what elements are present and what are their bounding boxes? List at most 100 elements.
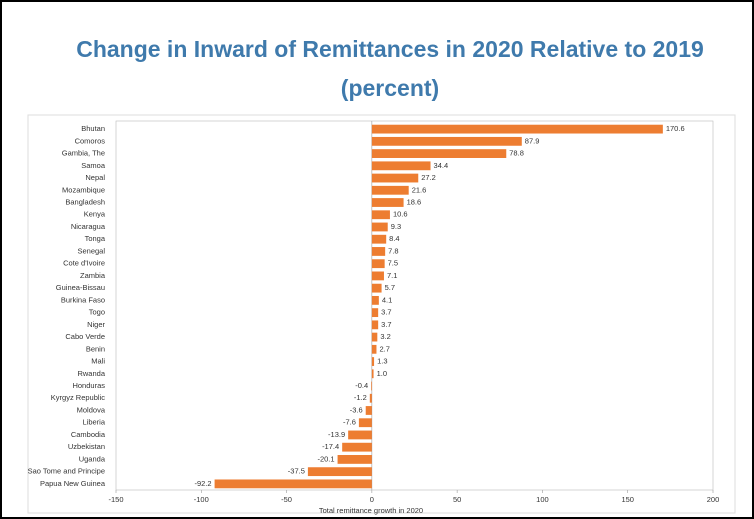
bar [371,369,374,379]
value-label: 27.2 [421,173,436,182]
y-tick-label: Guinea-Bissau [56,283,105,292]
value-label: -3.6 [350,405,363,414]
value-label: -13.9 [328,430,345,439]
y-tick-label: Rwanda [77,369,105,378]
bar [371,198,404,207]
bar [371,271,384,281]
bar [371,308,379,318]
chart-frame [27,114,736,514]
bar [371,295,379,305]
x-axis-label: Total remittance growth in 2020 [319,506,423,515]
y-tick-label: Niger [87,320,105,329]
y-tick-label: Senegal [77,246,105,255]
y-tick-label: Zambia [80,271,106,280]
plot-area [115,120,714,491]
x-tick-label: -100 [194,495,209,504]
bar [371,161,431,171]
y-tick-label: Tonga [85,234,106,243]
x-tick-label: 50 [453,495,461,504]
value-label: 4.1 [382,295,392,304]
bar [371,381,372,391]
bar [307,467,372,477]
value-label: -7.6 [343,418,356,427]
y-tick-label: Mozambique [62,185,105,194]
y-tick-label: Kenya [84,210,106,219]
value-label: 18.6 [407,198,422,207]
bar [371,173,419,183]
bar [371,185,409,195]
bar [371,320,379,330]
bar [371,259,385,269]
y-tick-label: Comoros [75,136,106,145]
bar [371,124,663,134]
y-tick-label: Honduras [72,381,105,390]
x-tick-label: 0 [370,495,374,504]
bar [371,222,388,232]
value-label: 5.7 [385,283,395,292]
bar [369,393,372,403]
x-tick-label: -150 [108,495,123,504]
y-tick-label: Sao Tome and Principe [28,467,105,476]
bar [214,479,372,489]
y-tick-label: Kyrgyz Republic [51,393,105,402]
value-label: 7.5 [388,259,398,268]
y-tick-label: Gambia, The [62,149,105,158]
y-tick-label: Uzbekistan [68,442,105,451]
y-tick-label: Liberia [82,418,105,427]
value-label: 1.0 [377,369,387,378]
value-label: -92.2 [194,479,211,488]
value-label: 3.7 [381,308,391,317]
value-label: -0.4 [355,381,368,390]
y-tick-label: Togo [89,308,105,317]
bar [348,430,372,440]
value-label: 170.6 [666,124,685,133]
y-tick-label: Cote d'Ivoire [63,259,105,268]
bar [342,442,372,452]
y-tick-label: Bangladesh [65,198,105,207]
value-label: 3.7 [381,320,391,329]
value-label: 78.8 [509,149,524,158]
y-tick-label: Cabo Verde [65,332,105,341]
value-label: 10.6 [393,210,408,219]
y-tick-label: Nepal [85,173,105,182]
bar [371,136,522,146]
y-tick-label: Benin [86,344,105,353]
x-tick-label: 150 [621,495,634,504]
value-label: 7.1 [387,271,397,280]
value-label: 1.3 [377,357,387,366]
bar [337,455,372,464]
bar [371,234,387,244]
value-label: 34.4 [434,161,449,170]
y-tick-label: Mali [91,357,105,366]
value-label: 7.8 [388,246,398,255]
y-tick-label: Moldova [77,405,106,414]
y-tick-label: Papua New Guinea [40,479,106,488]
x-tick-label: -50 [281,495,292,504]
chart-title: Change in Inward of Remittances in 2020 … [76,36,704,62]
value-label: -37.5 [288,467,305,476]
y-tick-label: Bhutan [81,124,105,133]
value-label: 8.4 [389,234,399,243]
y-tick-label: Samoa [81,161,106,170]
value-label: 3.2 [380,332,390,341]
y-tick-label: Uganda [79,454,106,463]
bar [371,283,382,293]
x-tick-label: 100 [536,495,549,504]
y-tick-label: Nicaragua [71,222,106,231]
bar [371,332,378,342]
bar [365,406,372,415]
bar [371,357,375,366]
bar [371,210,390,220]
bar [358,418,372,428]
x-tick-label: 200 [707,495,720,504]
value-label: 21.6 [412,185,427,194]
chart-subtitle: (percent) [341,75,439,101]
value-label: 2.7 [379,344,389,353]
value-label: -17.4 [322,442,339,451]
bar [371,247,386,256]
value-label: -1.2 [354,393,367,402]
bar [371,344,377,354]
value-label: -20.1 [317,454,334,463]
y-tick-label: Cambodia [71,430,106,439]
